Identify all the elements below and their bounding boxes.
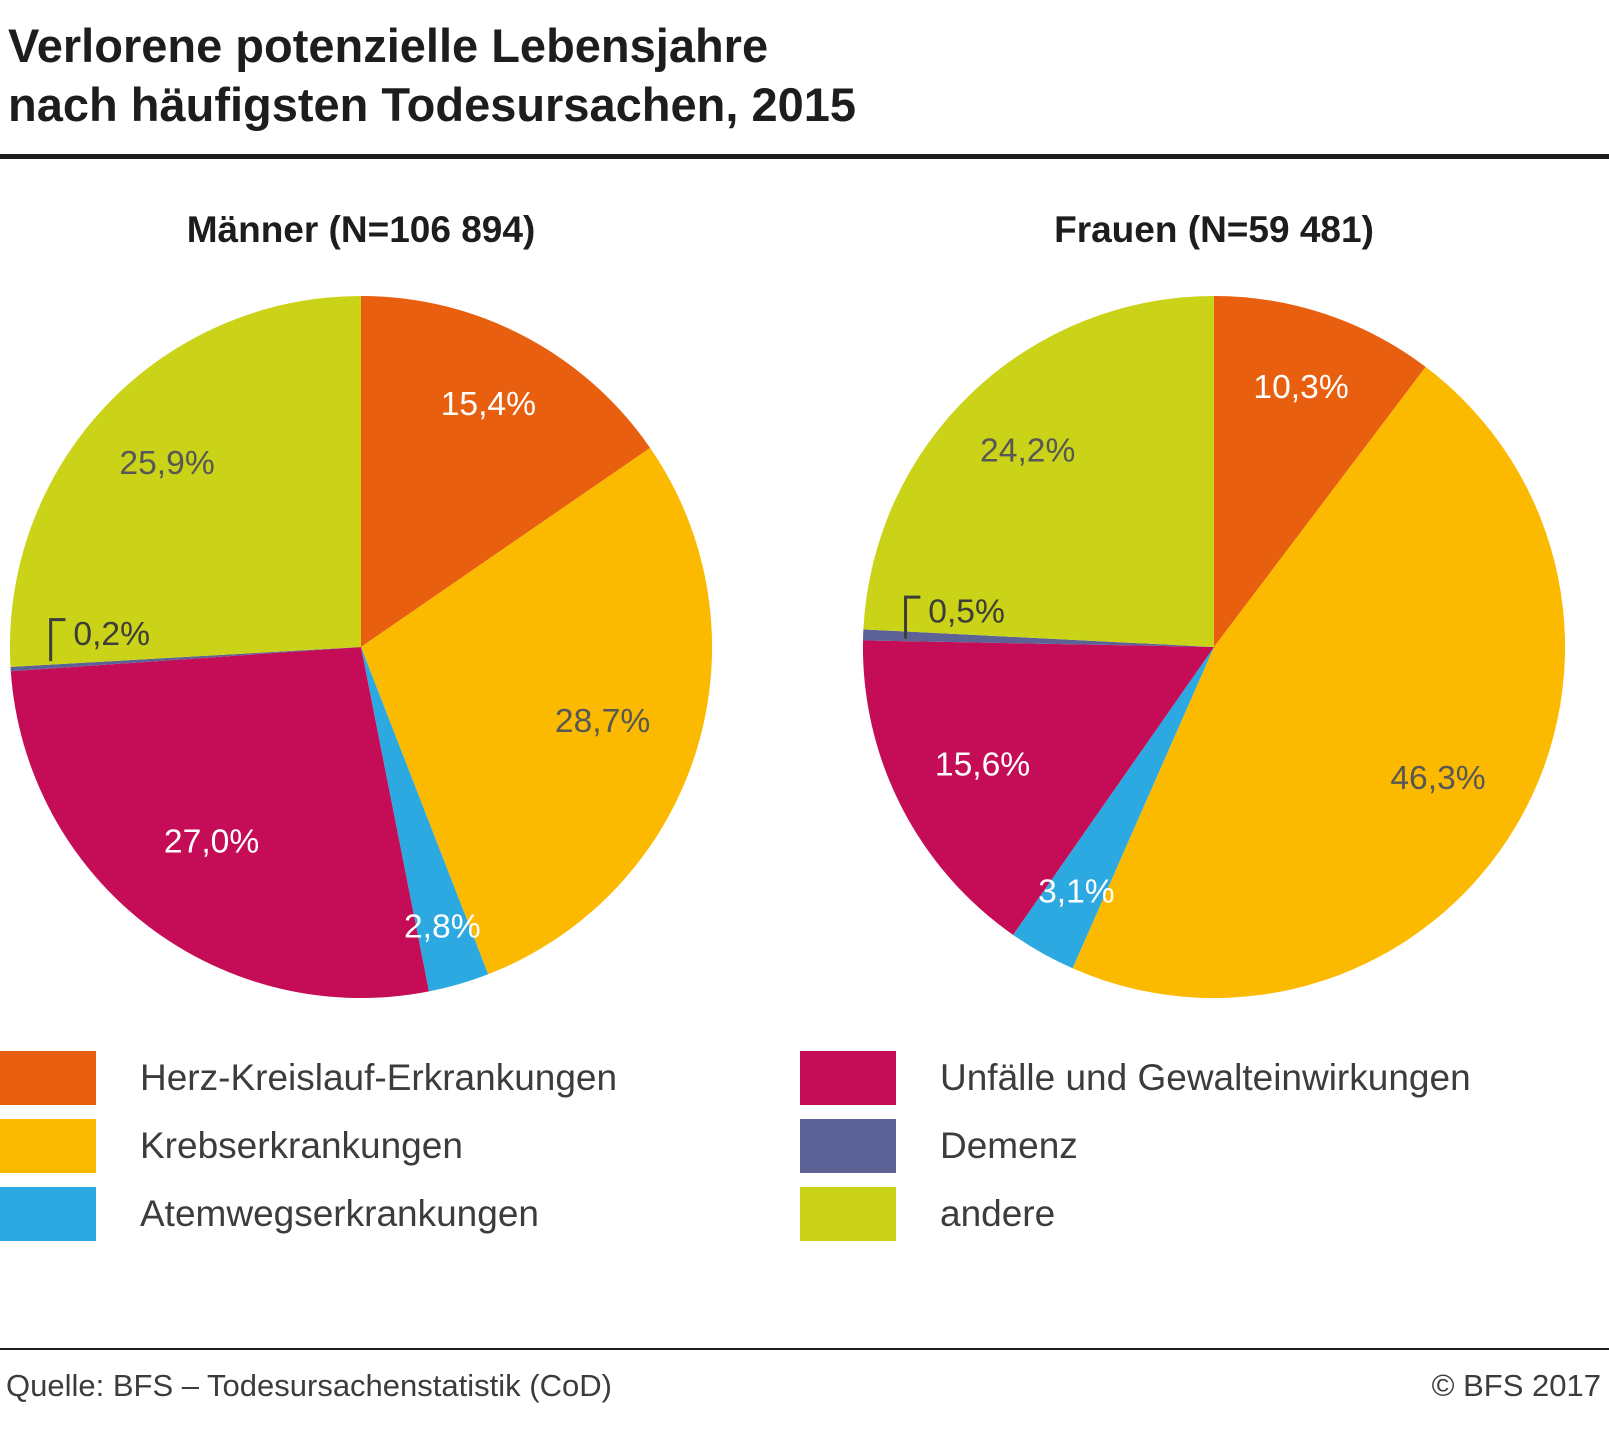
pie-slice-krebs	[361, 448, 713, 975]
legend-item: Atemwegserkrankungen	[0, 1187, 800, 1242]
footer: Quelle: BFS – Todesursachenstatistik (Co…	[0, 1348, 1609, 1432]
pie-slice-label: 0,2%	[73, 616, 150, 653]
legend-item: andere	[800, 1187, 1471, 1242]
pie-slice-label: 24,2%	[980, 433, 1075, 470]
legend-label: Atemwegserkrankungen	[140, 1193, 539, 1235]
pie-slice-label: 3,1%	[1038, 874, 1115, 911]
footer-divider	[0, 1348, 1609, 1350]
legend-label: andere	[940, 1193, 1056, 1235]
legend-item: Herz-Kreislauf-Erkrankungen	[0, 1051, 800, 1106]
footer-copyright: © BFS 2017	[1431, 1368, 1601, 1403]
legend-label: Krebserkrankungen	[140, 1125, 463, 1167]
pie-slice-label: 0,5%	[928, 594, 1005, 631]
pie-slice-andere	[9, 296, 362, 668]
legend-swatch-herz-kreislauf	[0, 1051, 96, 1106]
charts-row: Männer (N=106 894) 15,4% 28,7% 2,8% 27,0% 0,…	[0, 185, 1609, 1003]
footer-row: Quelle: BFS – Todesursachenstatistik (Co…	[0, 1350, 1609, 1404]
pie-slice-demenz	[10, 647, 362, 672]
pie-svg: 15,4% 28,7% 2,8% 27,0% 0,2% 25,9%	[9, 296, 713, 999]
title-divider	[0, 154, 1609, 160]
pie-slice-label: 46,3%	[1390, 760, 1485, 797]
pie-chart-women: 10,3% 46,3% 3,1% 15,6% 0,5% 24,2%	[858, 291, 1570, 1003]
legend-label: Herz-Kreislauf-Erkrankungen	[140, 1057, 618, 1099]
small-slice-marker	[49, 618, 66, 662]
pie-slice-unfaelle	[10, 647, 429, 999]
pie-slice-demenz	[863, 629, 1214, 648]
pie-slice-atemwege	[1013, 647, 1214, 969]
legend-item: Unfälle und Gewalteinwirkungen	[800, 1051, 1471, 1106]
legend-swatch-andere	[800, 1187, 896, 1242]
chart-title-women: Frauen (N=59 481)	[1054, 209, 1374, 251]
pie-slice-label: 15,6%	[935, 747, 1030, 784]
pie-chart-men: 15,4% 28,7% 2,8% 27,0% 0,2% 25,9%	[5, 291, 717, 1003]
footer-source: Quelle: BFS – Todesursachenstatistik (Co…	[6, 1368, 612, 1403]
pie-slice-krebs	[1072, 367, 1566, 999]
legend-swatch-atemwege	[0, 1187, 96, 1242]
chart-title-men: Männer (N=106 894)	[186, 209, 536, 251]
pie-svg: 10,3% 46,3% 3,1% 15,6% 0,5% 24,2%	[862, 296, 1566, 999]
page-title: Verlorene potenzielle Lebensjahre nach h…	[8, 19, 856, 132]
pie-slice-label: 25,9%	[119, 446, 214, 483]
pie-slice-label: 28,7%	[555, 703, 650, 740]
legend: Herz-Kreislauf-Erkrankungen Krebserkrank…	[0, 1051, 1609, 1242]
legend-swatch-demenz	[800, 1119, 896, 1174]
pie-slice-label: 15,4%	[441, 387, 536, 424]
chart-section-men: Männer (N=106 894) 15,4% 28,7% 2,8% 27,0% 0,…	[5, 185, 717, 1003]
pie-slice-label: 2,8%	[404, 909, 481, 946]
legend-column-1: Herz-Kreislauf-Erkrankungen Krebserkrank…	[0, 1051, 800, 1242]
pie-slice-unfaelle	[862, 640, 1214, 936]
legend-swatch-krebs	[0, 1119, 96, 1174]
legend-item: Krebserkrankungen	[0, 1119, 800, 1174]
legend-label: Demenz	[940, 1125, 1078, 1167]
pie-slice-herz-kreislauf	[361, 296, 651, 648]
chart-section-women: Frauen (N=59 481) 10,3% 46,3% 3,1% 15,6% 0,5…	[858, 185, 1570, 1003]
legend-column-2: Unfälle und Gewalteinwirkungen Demenz an…	[800, 1051, 1471, 1242]
pie-slice-herz-kreislauf	[1214, 296, 1426, 648]
pie-slice-andere	[863, 296, 1214, 648]
legend-item: Demenz	[800, 1119, 1471, 1174]
legend-label: Unfälle und Gewalteinwirkungen	[940, 1057, 1471, 1099]
pie-slice-atemwege	[361, 647, 489, 992]
pie-slice-label: 27,0%	[164, 824, 259, 861]
pie-slice-label: 10,3%	[1253, 369, 1348, 406]
legend-swatch-unfaelle	[800, 1051, 896, 1106]
small-slice-marker	[904, 596, 921, 640]
